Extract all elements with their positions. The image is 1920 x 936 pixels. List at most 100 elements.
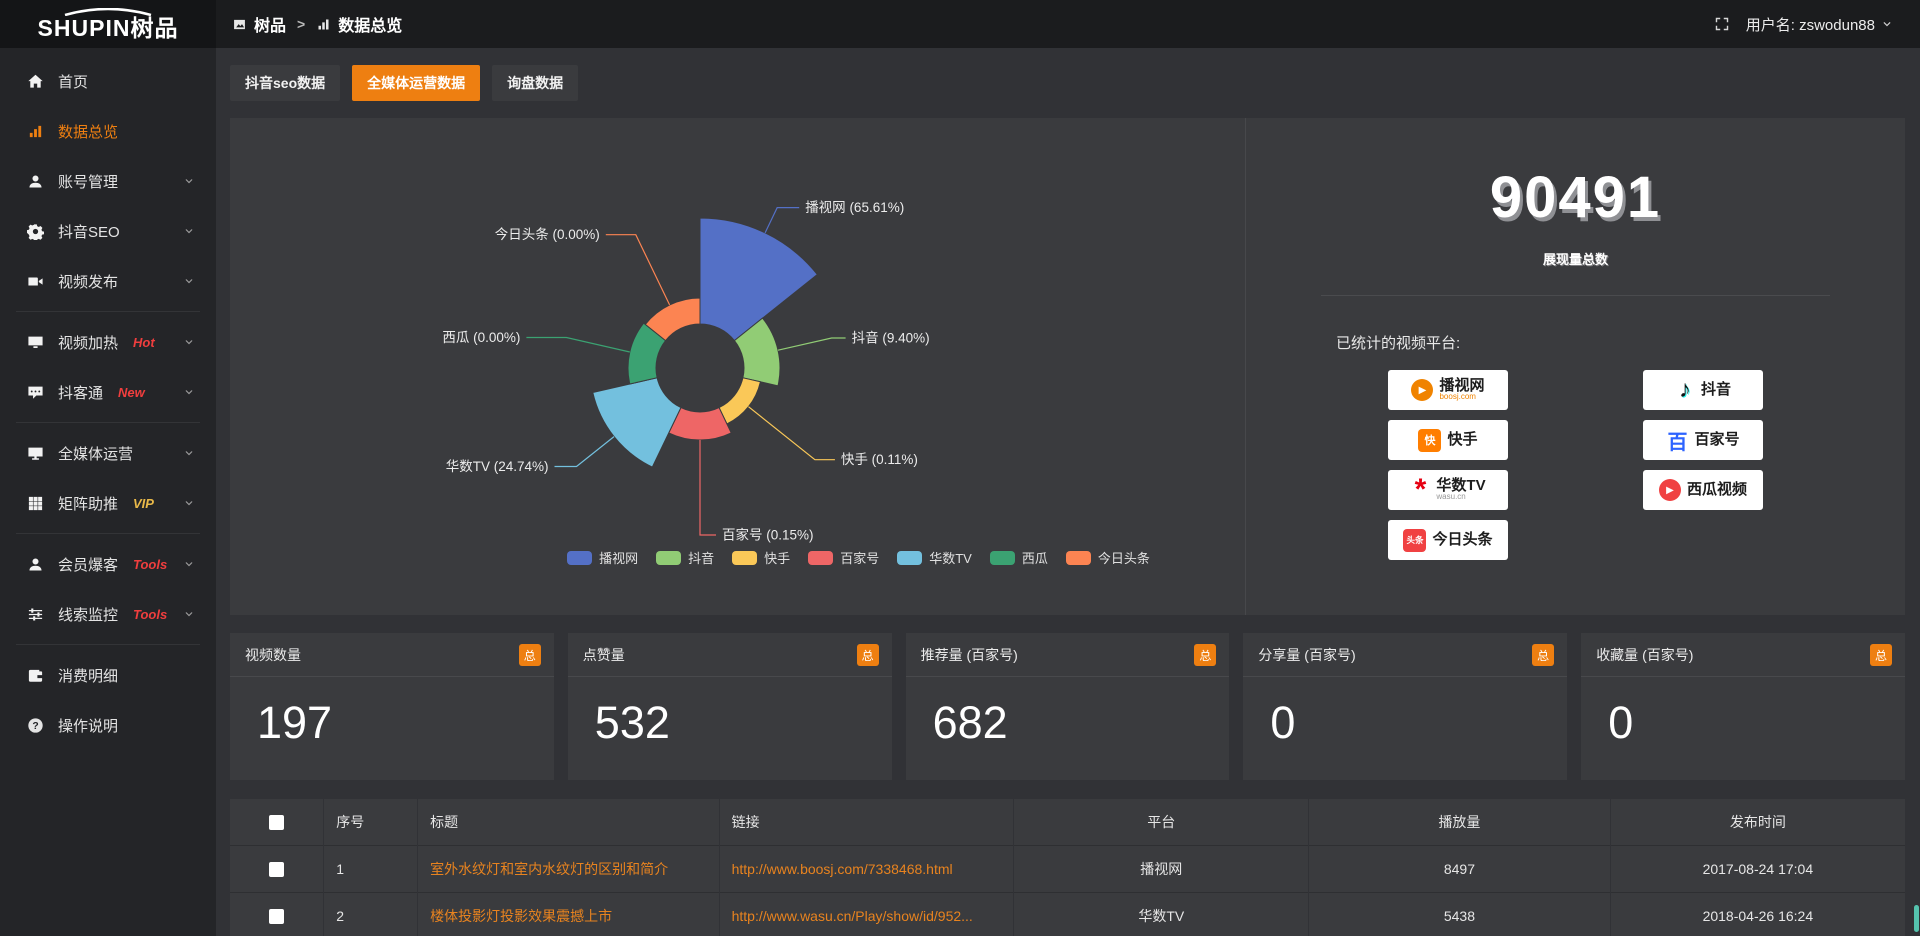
breadcrumb: 树品 > 数据总览: [232, 12, 402, 36]
stat-card-header: 视频数量 总: [230, 633, 554, 677]
cell-link[interactable]: http://www.boosj.com/7338468.html: [719, 845, 1015, 893]
breadcrumb-page[interactable]: 数据总览: [338, 18, 403, 35]
chart-legend: 播视网 抖音 快手 百家号 华数TV 西瓜 今日头条: [355, 548, 1370, 567]
platform-sub: boosj.com: [1439, 392, 1476, 402]
sidebar-item-consumption-detail[interactable]: 消费明细: [0, 650, 216, 700]
brand-logo: SHUPIN树品: [0, 0, 216, 48]
row-checkbox[interactable]: [269, 908, 285, 924]
xigua-logo-icon: ▶: [1658, 479, 1681, 501]
fullscreen-icon[interactable]: [1714, 16, 1730, 32]
pie-label-line: [526, 336, 630, 353]
sidebar-item-instructions[interactable]: ? 操作说明: [0, 700, 216, 750]
legend-item[interactable]: 抖音: [656, 548, 714, 567]
platform-column: ♪ 抖音百百家号 ▶ 西瓜视频: [1643, 370, 1763, 560]
tab-all-media-operation-data[interactable]: 全媒体运营数据: [352, 65, 481, 101]
tab-douyin-seo-data[interactable]: 抖音seo数据: [230, 65, 341, 101]
stat-card-value: 0: [1608, 697, 1634, 748]
pie-slice-2[interactable]: [718, 377, 761, 425]
stat-card-2: 推荐量 (百家号) 总 682: [905, 633, 1230, 780]
sidebar-item-douyin-seo[interactable]: 抖音SEO: [0, 206, 216, 256]
cell-seq: 2: [323, 892, 419, 936]
breadcrumb-separator: >: [297, 16, 306, 32]
legend-item[interactable]: 今日头条: [1065, 548, 1150, 567]
stat-card-0: 视频数量 总 197: [230, 633, 554, 780]
platform-name: 快手: [1447, 431, 1478, 449]
sidebar-item-matrix-boost[interactable]: 矩阵助推 VIP: [0, 478, 216, 528]
column-header[interactable]: 链接: [719, 799, 1015, 846]
pie-label: 百家号 (0.15%): [722, 527, 814, 543]
brand-logo-text: SHUPIN树品: [37, 15, 179, 41]
pie-slice-1[interactable]: [733, 317, 781, 387]
sidebar-item-douketong[interactable]: 抖客通 New: [0, 367, 216, 417]
stat-card-3: 分享量 (百家号) 总 0: [1243, 633, 1568, 780]
sidebar-item-video-heating[interactable]: 视频加热 Hot: [0, 317, 216, 367]
pie-slice-6[interactable]: [644, 297, 701, 342]
total-badge[interactable]: 总: [518, 644, 541, 666]
total-badge[interactable]: 总: [856, 644, 879, 666]
sidebar-item-label: 会员爆客: [58, 556, 119, 574]
tab-inquiry-data[interactable]: 询盘数据: [492, 65, 579, 101]
legend-item[interactable]: 百家号: [808, 548, 879, 567]
logo-arc-icon: [64, 8, 152, 16]
sidebar-item-clue-monitor[interactable]: 线索监控 Tools: [0, 589, 216, 639]
column-header[interactable]: 序号: [323, 799, 419, 846]
sidebar-divider: [16, 644, 200, 645]
legend-label: 今日头条: [1097, 551, 1150, 566]
sidebar-divider: [16, 311, 200, 312]
sidebar-item-all-media-operation[interactable]: 全媒体运营: [0, 428, 216, 478]
platform-badge-baijiahao: 百百家号: [1643, 420, 1763, 460]
column-header[interactable]: 播放量: [1308, 799, 1611, 846]
breadcrumb-section[interactable]: 树品: [254, 18, 287, 35]
cell-link[interactable]: http://www.wasu.cn/Play/show/id/952...: [719, 892, 1015, 936]
pie-label: 华数TV (24.74%): [446, 459, 549, 474]
platforms-grid: ▶ 播视网 boosj.com 快快手 * 华数TV wasu.cn 头条 今日头条 ♪ 抖音百百家…: [1246, 370, 1905, 560]
scrollbar-thumb[interactable]: [1914, 905, 1919, 932]
sidebar-item-account-management[interactable]: 账号管理: [0, 156, 216, 206]
cell-platform: 播视网: [1013, 845, 1310, 893]
platform-name: 今日头条: [1432, 531, 1493, 549]
cell-title[interactable]: 楼体投影灯投影效果震撼上市: [417, 892, 720, 936]
pie-slice-5[interactable]: [627, 322, 667, 385]
sidebar-item-data-overview[interactable]: 数据总览: [0, 106, 216, 156]
legend-item[interactable]: 快手: [732, 548, 790, 567]
picture-icon: [234, 19, 245, 29]
cell-time: 2017-08-24 17:04: [1610, 845, 1905, 893]
user-menu[interactable]: 用户名: zswodun88: [1746, 14, 1894, 35]
toutiao-logo-icon: 头条: [1403, 528, 1427, 552]
cell-title[interactable]: 室外水纹灯和室内水纹灯的区别和简介: [417, 845, 720, 893]
total-badge[interactable]: 总: [1869, 644, 1892, 666]
sidebar-item-tag: Tools: [133, 606, 168, 622]
platform-badge-wasu: * 华数TV wasu.cn: [1388, 470, 1508, 510]
pie-slice-4[interactable]: [592, 377, 682, 468]
sidebar: 首页 数据总览 账号管理 抖音SEO 视频发布视频加热 Hot 抖客通 New 全媒体运营 矩阵助…: [0, 48, 216, 936]
legend-swatch: [808, 550, 834, 565]
sidebar-item-home[interactable]: 首页: [0, 56, 216, 106]
pie-label-line: [554, 436, 615, 468]
user-icon: [29, 557, 42, 571]
cell-plays: 8497: [1308, 845, 1611, 893]
pie-slice-0[interactable]: [699, 217, 819, 342]
platform-name: 百家号: [1694, 431, 1740, 449]
sidebar-item-tag: Hot: [133, 334, 155, 350]
stat-card-label: 点赞量: [582, 647, 625, 663]
sidebar-item-video-publish[interactable]: 视频发布: [0, 256, 216, 306]
stat-card-value: 0: [1270, 697, 1296, 748]
monitor-play-icon: [28, 336, 43, 348]
videos-table-wrap: 序号 标题 链接 平台 播放量 发布时间 1 室外水纹灯和室内水纹灯的区别和简介 http:/…: [230, 799, 1905, 936]
legend-item[interactable]: 西瓜: [989, 548, 1048, 567]
column-header[interactable]: 发布时间: [1729, 814, 1786, 830]
sidebar-item-member-baoke[interactable]: 会员爆客 Tools: [0, 539, 216, 589]
column-header[interactable]: 标题: [417, 799, 720, 846]
row-checkbox[interactable]: [269, 861, 285, 877]
legend-item[interactable]: 华数TV: [897, 548, 972, 567]
total-badge[interactable]: 总: [1194, 644, 1217, 666]
platform-badge-xigua: ▶ 西瓜视频: [1643, 470, 1763, 510]
table-row: 2 楼体投影灯投影效果震撼上市 http://www.wasu.cn/Play/sh…: [230, 892, 1905, 936]
total-badge[interactable]: 总: [1532, 644, 1555, 666]
cell-platform: 华数TV: [1013, 892, 1310, 936]
column-header[interactable]: 平台: [1013, 799, 1310, 846]
select-all-checkbox[interactable]: [269, 814, 285, 830]
videos-table: 序号 标题 链接 平台 播放量 发布时间 1 室外水纹灯和室内水纹灯的区别和简介 http:/…: [230, 799, 1905, 936]
douyin-logo-icon: ♪: [1678, 376, 1691, 403]
legend-item[interactable]: 播视网: [567, 548, 638, 567]
